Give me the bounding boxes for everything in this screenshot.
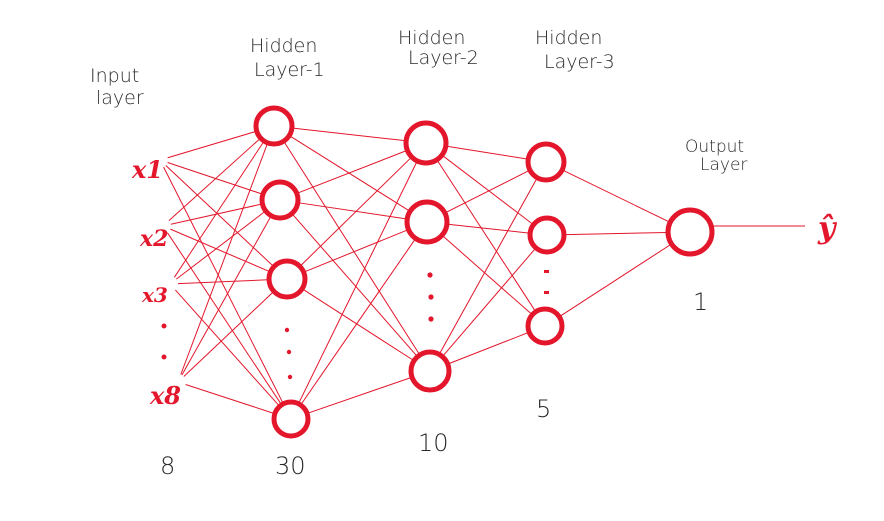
connection-line	[167, 232, 281, 404]
ellipsis-dot	[287, 374, 293, 380]
layer-title-line: Hidden	[250, 35, 317, 57]
connection-line	[170, 228, 270, 272]
connection-line	[181, 216, 272, 376]
connection-line	[165, 165, 274, 267]
hidden2-node	[403, 120, 449, 166]
layer-count-hidden3: 5	[536, 395, 551, 423]
connection-line	[283, 141, 420, 354]
input-label-x2: x2	[139, 226, 168, 252]
hidden1-node	[259, 179, 301, 221]
connection-line	[163, 166, 283, 403]
connection-line	[442, 155, 533, 224]
connection-line	[298, 202, 407, 220]
hidden1-node	[266, 258, 308, 300]
ellipsis-dot	[428, 294, 434, 300]
layer-title-line: Hidden	[535, 27, 602, 49]
hidden2-node	[404, 199, 450, 245]
ellipsis-dot	[284, 327, 290, 333]
connection-line	[292, 127, 406, 142]
hidden1-node	[253, 105, 295, 147]
ellipsis-dot	[286, 349, 292, 355]
connection-line	[443, 249, 535, 356]
layer-count-output: 1	[693, 288, 708, 316]
layer-count-hidden2: 10	[418, 429, 449, 457]
connection-line	[180, 143, 268, 375]
connection-line	[301, 238, 416, 404]
connection-line	[183, 291, 274, 377]
connection-line	[560, 244, 671, 317]
connection-line	[174, 289, 279, 406]
ellipsis-dot	[161, 323, 167, 329]
layer-title-hidden3: Hidden Layer-3	[535, 27, 615, 73]
input-label-x1: x1	[131, 155, 163, 184]
connection-line	[447, 223, 529, 234]
connection-line	[565, 231, 668, 236]
connection-line	[449, 332, 528, 364]
connection-line	[297, 150, 407, 194]
ellipsis-dot	[544, 270, 549, 273]
connection-line	[185, 384, 274, 414]
connection-line	[173, 141, 264, 278]
connection-line	[445, 170, 530, 213]
layer-title-output: Output Layer	[685, 137, 747, 175]
ellipsis-dot	[427, 272, 433, 278]
connection-line	[168, 138, 261, 222]
connection-lines	[163, 127, 671, 414]
hidden1-node	[271, 399, 311, 439]
connection-line	[300, 157, 412, 267]
layer-title-hidden2: Hidden Layer-2	[398, 27, 479, 69]
connection-line	[302, 288, 413, 361]
layer-title-line: Input	[90, 65, 139, 87]
connection-line	[167, 130, 256, 159]
layer-title-line: Layer-2	[408, 47, 479, 69]
input-label-x8: x8	[149, 381, 181, 410]
connection-line	[304, 229, 408, 273]
connection-line	[167, 162, 263, 195]
layer-title-line: Hidden	[398, 27, 465, 49]
ellipsis-dot	[544, 291, 549, 294]
connection-line	[292, 213, 417, 356]
connection-line	[437, 160, 536, 311]
ellipsis-dot	[161, 354, 167, 360]
hidden3-node	[527, 215, 567, 255]
hidden3-node	[525, 306, 565, 346]
layer-title-input: Input layer	[90, 65, 144, 109]
output-symbol: ŷ	[817, 211, 838, 246]
input-label-x3: x3	[141, 283, 168, 307]
layer-title-line: Output	[685, 137, 744, 157]
connection-line	[446, 145, 528, 160]
layer-count-hidden1: 30	[275, 452, 306, 480]
output-node	[665, 207, 715, 257]
connection-line	[289, 135, 410, 212]
layer-title-hidden1: Hidden Layer-1	[250, 35, 325, 81]
layer-count-input: 8	[160, 452, 175, 480]
layer-title-line: Layer	[700, 155, 747, 175]
ellipsis-dot	[428, 316, 434, 322]
connection-line	[177, 279, 269, 285]
layer-title-line: layer	[96, 87, 144, 109]
connection-line	[442, 235, 532, 314]
connection-line	[308, 377, 411, 414]
hidden3-node	[525, 141, 567, 183]
connection-line	[298, 161, 418, 403]
hidden2-node	[408, 349, 452, 393]
layer-title-line: Layer-1	[254, 59, 325, 81]
layer-title-line: Layer-3	[544, 51, 615, 73]
connection-line	[562, 169, 670, 223]
connection-line	[176, 211, 266, 280]
connection-line	[439, 178, 538, 353]
